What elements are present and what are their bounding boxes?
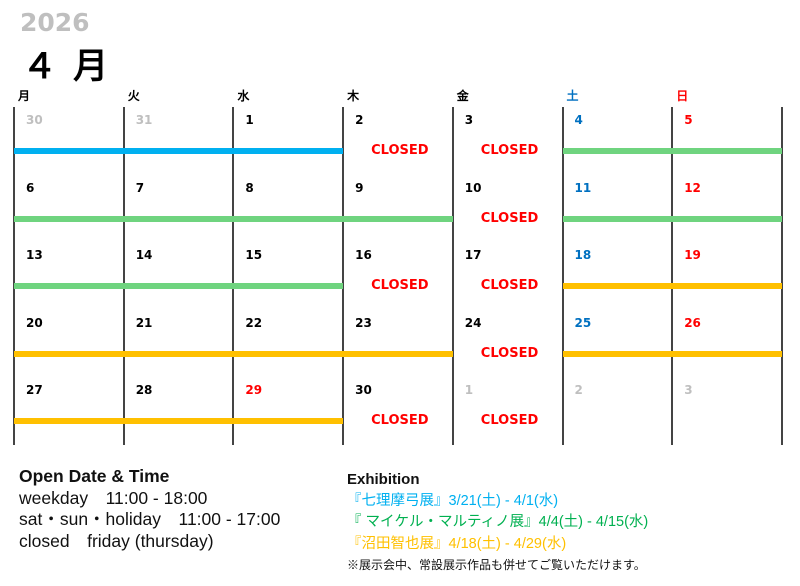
- day-cell-date: 7: [135, 180, 145, 195]
- day-cell-date: 10: [464, 180, 482, 195]
- exhibition-item: 『七理摩弓展』3/21(土) - 4/1(水): [347, 492, 559, 509]
- grid-line: [122, 107, 125, 445]
- exhibition-bar: [14, 350, 453, 357]
- weekday-header: 日: [676, 89, 689, 103]
- day-cell-date: 15: [245, 248, 263, 263]
- grid-line: [451, 107, 454, 445]
- day-cell-date: 11: [574, 180, 592, 195]
- day-cell-date: 2: [574, 383, 583, 398]
- day-cell-date: 23: [355, 315, 372, 330]
- weekday-header: 金: [456, 89, 469, 103]
- day-cell-date: 20: [26, 315, 43, 330]
- closed-label: CLOSED: [480, 210, 539, 226]
- day-cell-date: 29: [245, 383, 263, 398]
- exhibition-item: 『 マイケル・マルティノ展』4/4(土) - 4/15(水): [347, 514, 649, 530]
- open-hours-title: Open Date & Time: [19, 466, 170, 486]
- day-cell-date: 19: [684, 248, 701, 263]
- day-cell-date: 28: [135, 383, 153, 398]
- hours-line: closed friday (thursday): [19, 531, 214, 552]
- closed-label: CLOSED: [371, 413, 429, 429]
- day-cell-date: 13: [26, 248, 43, 263]
- exhibition-bar: [14, 148, 344, 154]
- day-cell-date: 26: [684, 315, 701, 330]
- weekday-header: 木: [347, 89, 360, 103]
- exhibition-note: ※展示会中、常設展示作品も併せてご覧いただけます。: [347, 558, 646, 572]
- open-hours: Open Date & Time weekday 11:00 - 18:00 s…: [19, 466, 280, 553]
- closed-label: CLOSED: [480, 413, 539, 429]
- exhibition-title: Exhibition: [347, 471, 420, 488]
- day-cell-date: 12: [684, 180, 701, 195]
- day-cell-date: 27: [26, 383, 43, 398]
- exhibition-bar: [562, 215, 782, 222]
- exhibition-bar: [14, 283, 344, 290]
- year-label: 2026: [20, 8, 90, 37]
- grid-line: [561, 107, 564, 445]
- closed-label: CLOSED: [480, 143, 539, 158]
- day-cell-date: 30: [355, 383, 372, 398]
- day-cell-date: 1: [464, 383, 474, 398]
- day-cell-date: 2: [355, 113, 364, 127]
- day-cell-date: 8: [245, 180, 254, 195]
- exhibition-bar: [14, 418, 344, 425]
- month-title: ４ 月: [22, 47, 111, 87]
- exhibition-list: Exhibition 『七理摩弓展』3/21(土) - 4/1(水) 『 マイケル…: [347, 469, 648, 577]
- day-cell-date: 17: [464, 248, 482, 263]
- weekday-header: 月: [18, 89, 31, 103]
- grid-line: [780, 107, 783, 445]
- grid-line: [232, 107, 235, 445]
- day-cell-date: 6: [26, 180, 35, 195]
- closed-label: CLOSED: [371, 143, 429, 158]
- exhibition-item: 『沼田智也展』4/18(土) - 4/29(水): [347, 535, 567, 552]
- hours-line: sat・sun・holiday 11:00 - 17:00: [19, 509, 281, 530]
- exhibition-bar: [562, 148, 782, 154]
- grid-line: [342, 107, 345, 445]
- grid-line: [13, 107, 15, 445]
- exhibition-bar: [562, 350, 782, 357]
- exhibition-bar: [562, 283, 782, 290]
- weekday-header: 土: [566, 89, 579, 103]
- day-cell-date: 3: [464, 113, 474, 127]
- day-cell-date: 5: [684, 113, 693, 127]
- hours-line: weekday 11:00 - 18:00: [19, 487, 208, 508]
- day-cell-date: 24: [464, 315, 482, 330]
- day-cell-date: 3: [684, 383, 693, 398]
- grid-line: [671, 107, 674, 445]
- closed-label: CLOSED: [371, 278, 429, 294]
- weekday-header: 水: [237, 89, 250, 103]
- closed-label: CLOSED: [480, 345, 539, 361]
- day-cell-date: 31: [135, 113, 153, 127]
- day-cell-date: 25: [574, 315, 592, 330]
- day-cell-date: 14: [135, 248, 153, 263]
- day-cell-date: 4: [574, 113, 583, 127]
- day-cell-date: 21: [135, 315, 153, 330]
- exhibition-bar: [14, 215, 453, 222]
- day-cell-date: 16: [355, 248, 372, 263]
- weekday-header: 火: [127, 89, 140, 103]
- day-cell-date: 22: [245, 315, 263, 330]
- day-cell-date: 30: [26, 113, 43, 127]
- day-cell-date: 9: [355, 180, 364, 195]
- day-cell-date: 18: [574, 248, 592, 263]
- closed-label: CLOSED: [480, 278, 539, 294]
- day-cell-date: 1: [245, 113, 254, 127]
